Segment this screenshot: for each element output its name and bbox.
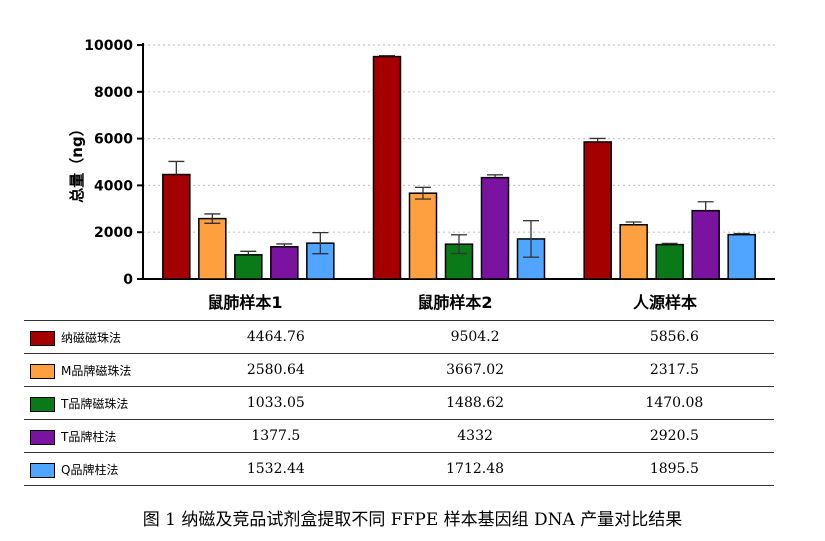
data-table: 纳磁磁珠法 4464.76 9504.2 5856.6 M品牌磁珠法 2580.… [24,320,774,486]
bar [372,55,402,280]
category-header-3: 人源样本 [632,293,697,312]
series-name: Q品牌柱法 [61,462,119,477]
table-row: Q品牌柱法 1532.44 1712.48 1895.5 [24,452,774,486]
bar [198,217,227,280]
y-tick-label: 10000 [84,38,133,54]
y-tick-label: 0 [123,272,133,288]
category-header-1: 鼠肺样本1 [207,293,283,312]
table-cell: 3667.02 [375,353,575,387]
bar [234,254,263,280]
table-cell: 2580.64 [176,353,376,387]
bar [655,243,684,280]
table-cell: 1377.5 [176,419,376,453]
legend-entry: T品牌磁珠法 [24,386,177,420]
table-cell: 1033.05 [176,386,376,420]
bar-chart: 0 2000 4000 6000 8000 10000 总量（ng） [68,38,775,288]
bar [480,176,510,280]
table-cell: 2317.5 [574,353,774,387]
figure-caption: 图 1 纳磁及竞品试剂盒提取不同 FFPE 样本基因组 DNA 产量对比结果 [142,510,683,530]
bar [270,246,299,280]
bar [619,224,648,280]
table-cell: 1712.48 [375,452,575,486]
table-cell: 1470.08 [574,386,774,420]
series-name: T品牌磁珠法 [61,396,129,411]
legend-entry: Q品牌柱法 [24,452,177,486]
bar [583,141,612,280]
legend-swatch [30,363,55,379]
legend-entry: T品牌柱法 [24,419,177,453]
legend-swatch [30,429,55,445]
legend-swatch [30,396,55,412]
legend-swatch [30,330,55,346]
bar [162,173,191,280]
y-tick-label: 6000 [94,132,133,148]
y-tick-label: 2000 [94,225,133,241]
table-cell: 2920.5 [574,419,774,453]
bar [408,192,438,280]
bar [727,233,756,280]
table-cell: 1488.62 [375,386,575,420]
series-name: M品牌磁珠法 [61,363,132,378]
series-name: T品牌柱法 [61,429,117,444]
series-name: 纳磁磁珠法 [61,330,122,345]
table-row: T品牌磁珠法 1033.05 1488.62 1470.08 [24,386,774,420]
legend-entry: 纳磁磁珠法 [24,320,177,354]
table-cell: 1895.5 [574,452,774,486]
table-row: M品牌磁珠法 2580.64 3667.02 2317.5 [24,353,774,387]
table-cell: 1532.44 [176,452,376,486]
y-tick-label: 8000 [94,85,133,101]
category-header-2: 鼠肺样本2 [417,293,493,312]
table-cell: 4464.76 [176,320,376,354]
bar [691,209,720,280]
table-row: 纳磁磁珠法 4464.76 9504.2 5856.6 [24,320,774,354]
y-axis-label: 总量（ng） [68,121,86,202]
legend-entry: M品牌磁珠法 [24,353,177,387]
table-cell: 4332 [375,419,575,453]
legend-swatch [30,462,55,478]
table-row: T品牌柱法 1377.5 4332 2920.5 [24,419,774,453]
y-tick-label: 4000 [94,178,133,194]
table-cell: 5856.6 [574,320,774,354]
table-cell: 9504.2 [375,320,575,354]
